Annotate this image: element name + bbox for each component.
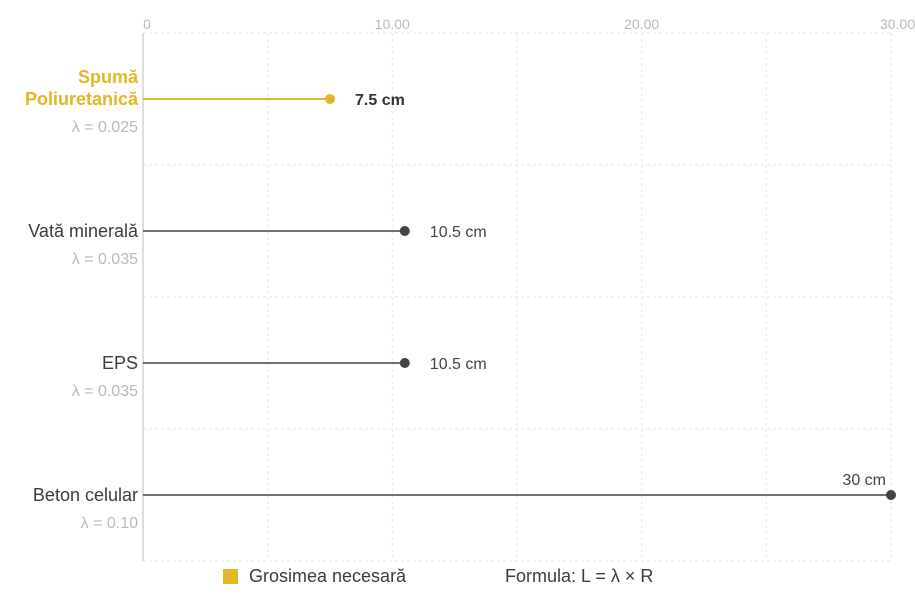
lollipop-point [399, 358, 410, 368]
category-lambda: λ = 0.025 [72, 119, 138, 136]
legend-swatch [223, 569, 238, 584]
category-name: Beton celular [33, 485, 138, 505]
legend-formula-label: Formula: L = λ × R [505, 566, 654, 586]
legend-series-label: Grosimea necesară [249, 566, 407, 586]
x-tick-label: 20.00 [624, 16, 659, 32]
value-label: 10.5 cm [430, 224, 487, 241]
category-name: EPS [102, 353, 138, 373]
x-axis-ticks: 0 10.00 20.00 30.00 [143, 16, 915, 32]
lollipop-point [325, 94, 335, 104]
category-name: Vată minerală [28, 221, 139, 241]
value-label: 7.5 cm [355, 92, 405, 109]
legend-item-formula: Formula: L = λ × R [505, 566, 653, 587]
lollipop-point [886, 490, 896, 500]
legend-item-series: Grosimea necesară [223, 566, 406, 587]
value-label: 30 cm [842, 472, 886, 489]
category-name: Spumă [78, 67, 139, 87]
category-lambda: λ = 0.10 [81, 515, 138, 532]
category-name: Poliuretanică [25, 89, 139, 109]
series-layer [143, 94, 896, 500]
x-tick-label: 10.00 [375, 16, 410, 32]
category-lambda: λ = 0.035 [72, 251, 138, 268]
lollipop-point [399, 226, 410, 236]
grid-layer [142, 32, 892, 562]
value-label: 10.5 cm [430, 356, 487, 373]
x-tick-label: 0 [143, 16, 151, 32]
x-tick-label: 30.00 [880, 16, 915, 32]
legend: Grosimea necesară Formula: L = λ × R [0, 566, 915, 592]
category-lambda: λ = 0.035 [72, 383, 138, 400]
